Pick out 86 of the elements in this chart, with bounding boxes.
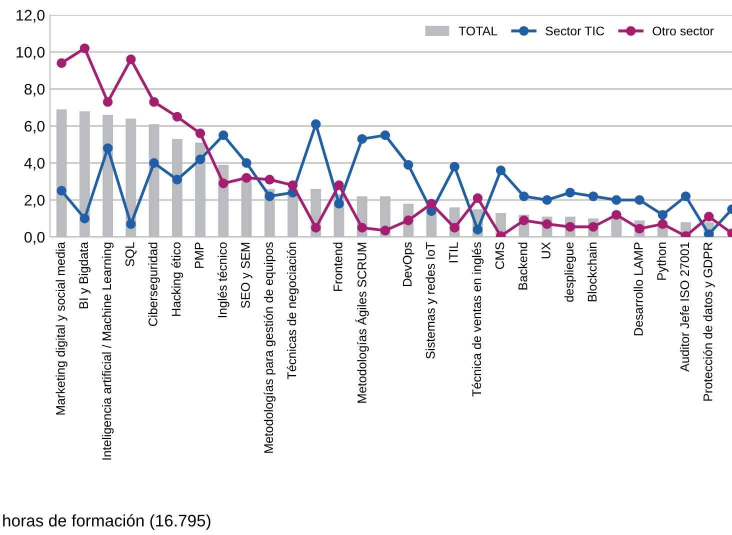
x-tick-label: Frontend xyxy=(333,242,342,291)
x-tick-label: Desarrollo LAMP xyxy=(634,242,643,336)
point xyxy=(357,222,367,233)
legend-label: TOTAL xyxy=(458,26,498,36)
point xyxy=(588,222,598,232)
x-tick-label: Inglés técnico xyxy=(217,242,230,318)
point xyxy=(56,186,66,196)
point xyxy=(102,143,113,154)
point xyxy=(680,191,691,202)
x-tick-label: Python xyxy=(656,242,668,280)
point xyxy=(450,162,460,172)
x-tick-label: Técnicas de negociación xyxy=(286,242,299,380)
x-tick-label: CMS xyxy=(495,242,504,270)
x-tick-label: DevOps xyxy=(402,242,414,286)
legend-label: Otro sector xyxy=(652,26,714,36)
point xyxy=(658,210,668,220)
x-tick-label: BI y Bigdata xyxy=(78,242,91,308)
x-tick-label: Metodologías para gestión de equipos xyxy=(264,242,276,453)
x-tick-label: Sistemas y redes IoT xyxy=(426,242,438,359)
x-tick-label: Protección de datos y GDPR xyxy=(702,242,715,401)
point xyxy=(264,174,274,185)
x-tick-label: Técnica de ventas en inglés xyxy=(472,242,484,397)
point xyxy=(242,172,252,183)
point xyxy=(565,188,576,198)
point xyxy=(242,158,252,168)
point xyxy=(403,160,414,170)
point xyxy=(565,222,576,232)
x-tick-label: Hacking ético xyxy=(171,242,184,316)
legend-label: Sector TIC xyxy=(546,26,604,36)
x-tick-label: despliegue xyxy=(564,242,576,302)
point xyxy=(519,191,529,202)
point xyxy=(80,43,90,54)
point xyxy=(334,180,344,190)
y-tick-label: 12,0 xyxy=(16,10,45,22)
point xyxy=(704,212,714,222)
point xyxy=(311,119,321,130)
point xyxy=(542,195,552,205)
y-tick-label: 10,0 xyxy=(16,46,45,60)
point xyxy=(56,58,66,68)
point xyxy=(588,191,598,202)
x-tick-label: Inteligencia artificial / Machine Learning xyxy=(102,242,114,460)
x-tick-label: SQL xyxy=(125,242,137,266)
x-tick-label: SEO y SEM xyxy=(241,242,252,308)
point xyxy=(288,180,298,190)
x-tick-label: Blockchain xyxy=(587,242,597,302)
point xyxy=(149,158,159,168)
point xyxy=(195,154,206,164)
point xyxy=(218,178,228,188)
x-tick-label: Marketing digital y social media xyxy=(56,242,68,415)
point xyxy=(172,174,182,185)
x-tick-label: Metodologías Ágiles SCRUM xyxy=(355,242,369,403)
point xyxy=(172,112,182,122)
point xyxy=(426,198,436,209)
point xyxy=(450,222,460,233)
point xyxy=(334,198,344,209)
y-tick-label: 2,0 xyxy=(24,194,45,208)
point xyxy=(472,193,483,204)
point xyxy=(612,210,622,220)
y-tick-label: 8,0 xyxy=(24,84,45,96)
point xyxy=(403,215,414,226)
x-tick-label: ITIL xyxy=(449,242,458,262)
point xyxy=(80,214,90,224)
x-tick-label: Backend xyxy=(518,242,528,290)
point xyxy=(126,219,136,229)
point xyxy=(634,195,644,205)
point xyxy=(380,130,390,140)
x-tick-label: Auditor Jefe ISO 27001 xyxy=(680,242,690,372)
point xyxy=(380,226,390,236)
point xyxy=(126,54,136,64)
text: horas de formación (16.795) xyxy=(3,514,210,530)
point xyxy=(264,191,274,202)
x-tick-label: UX xyxy=(542,242,550,258)
point xyxy=(102,97,113,107)
point xyxy=(195,128,206,138)
point xyxy=(311,222,321,233)
x-tick-label: Ciberseguridad xyxy=(148,242,160,326)
y-tick-label: 6,0 xyxy=(24,120,45,134)
point xyxy=(472,224,483,234)
point xyxy=(496,166,506,176)
y-tick-label: 4,0 xyxy=(24,158,45,170)
point xyxy=(149,97,159,107)
point xyxy=(612,195,622,205)
point xyxy=(218,130,228,140)
point xyxy=(357,134,367,144)
x-tick-label: PMP xyxy=(194,242,204,268)
y-tick-label: 0,0 xyxy=(24,232,45,244)
